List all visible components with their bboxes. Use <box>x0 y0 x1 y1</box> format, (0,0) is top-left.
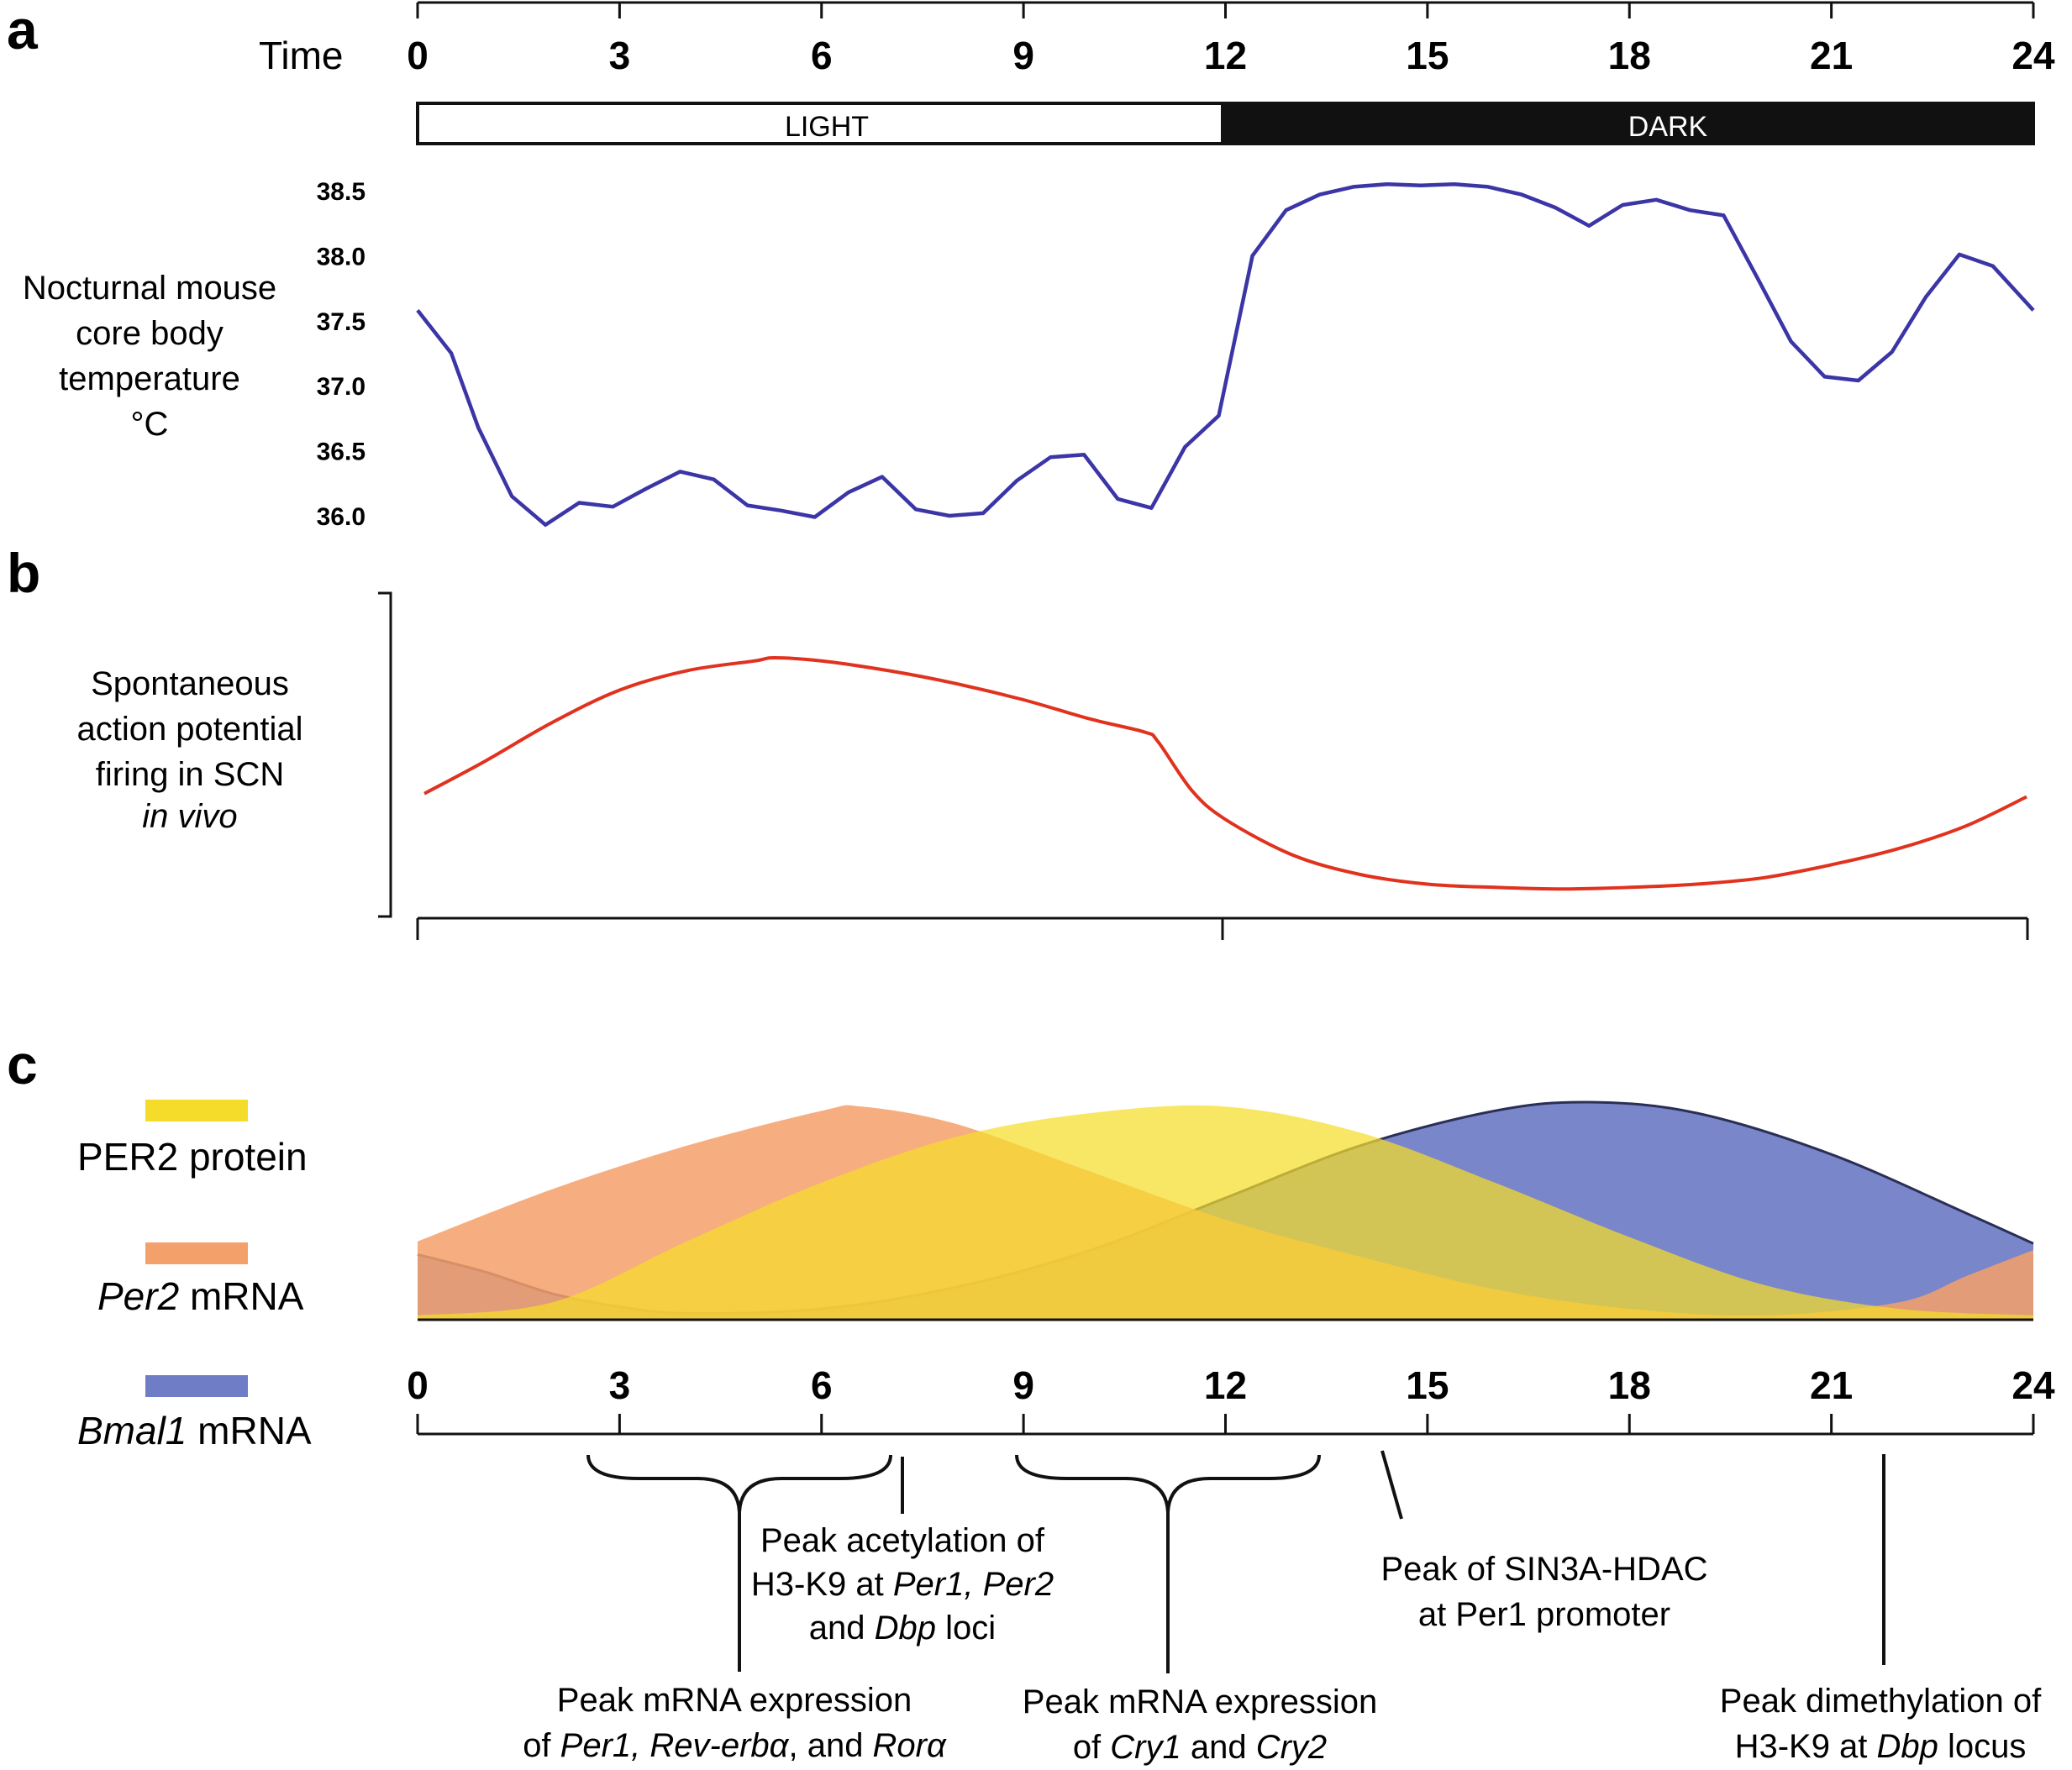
clock-x-tick-label-15: 15 <box>1406 1363 1449 1407</box>
annotation-dimethylation: Peak dimethylation of H3-K9 at Dbp locus <box>1720 1683 2042 1765</box>
annotation-sin3a: Peak of SIN3A-HDAC at Per1 promoter <box>1380 1551 1707 1633</box>
legend-swatch-per2-mrna <box>145 1242 248 1264</box>
ann-acet-3a: and <box>809 1610 875 1647</box>
top-axis-tick-label-15: 15 <box>1406 34 1449 77</box>
clock-x-tick-label-6: 6 <box>811 1363 833 1407</box>
annotation-marks <box>586 1450 1885 1673</box>
ann-cry-2b: Cry1 <box>1110 1729 1181 1766</box>
clock-x-tick-label-18: 18 <box>1608 1363 1651 1407</box>
clock-x-axis <box>416 1414 2035 1436</box>
top-axis-tick-label-3: 3 <box>609 34 631 77</box>
leader-sin3a <box>1380 1450 1403 1520</box>
clock-x-tick-label-21: 21 <box>1810 1363 1853 1407</box>
legend: PER2 protein Per2 mRNA Bmal1 mRNA <box>77 1100 312 1452</box>
temperature-ylabel-line-3: temperature <box>59 360 240 397</box>
annotation-dimethylation-line-2: H3-K9 at Dbp locus <box>1735 1728 2027 1765</box>
top-axis-tick-label-6: 6 <box>811 34 833 77</box>
annotation-acetylation-line-2: H3-K9 at Per1, Per2 <box>751 1566 1054 1603</box>
panel-c-letter: c <box>7 1033 38 1095</box>
firing-ylabel-line-2: action potential <box>76 711 302 748</box>
per2-protein-area <box>418 1105 2033 1320</box>
ann-per1-2d: Rorα <box>873 1727 947 1764</box>
clock-x-tick-label-9: 9 <box>1012 1363 1034 1407</box>
annotation-dimethylation-line-1: Peak dimethylation of <box>1720 1683 2042 1720</box>
temp-y-tick-label-36.5: 36.5 <box>317 439 365 466</box>
legend-label-bmal1-mrna-rest: mRNA <box>187 1409 312 1452</box>
top-axis-tick-label-21: 21 <box>1810 34 1853 77</box>
brace-per1-rev <box>586 1454 892 1513</box>
legend-label-per2-mrna-rest: mRNA <box>179 1274 304 1318</box>
top-axis-tick-label-12: 12 <box>1204 34 1247 77</box>
ann-per1-2b: Per1, Rev-erbα <box>560 1727 790 1764</box>
ann-dimeth-2b: Dbp <box>1877 1728 1938 1765</box>
ann-dimeth-2c: locus <box>1938 1728 2027 1765</box>
clock-x-tick-labels: 0 3 6 9 12 15 18 21 24 <box>407 1363 2055 1407</box>
firing-y-axis <box>378 591 392 918</box>
firing-ylabel-line-4: in vivo <box>142 798 237 835</box>
ann-acet-2b: Per1, Per2 <box>893 1566 1054 1603</box>
legend-label-bmal1-mrna-italic: Bmal1 <box>77 1409 187 1452</box>
ann-per1-2a: of <box>523 1727 560 1764</box>
temp-y-tick-label-37.5: 37.5 <box>317 308 365 336</box>
temp-y-tick-label-36: 36.0 <box>317 503 365 531</box>
annotation-cry-line-1: Peak mRNA expression <box>1023 1683 1377 1720</box>
annotation-per1-rev: Peak mRNA expression of Per1, Rev-erbα, … <box>523 1682 947 1764</box>
temp-y-tick-label-37: 37.0 <box>317 373 365 401</box>
legend-label-per2-mrna: Per2 mRNA <box>97 1274 304 1318</box>
annotation-acetylation: Peak acetylation of H3-K9 at Per1, Per2 … <box>751 1522 1054 1647</box>
temp-y-tick-label-38.5: 38.5 <box>317 178 365 206</box>
ann-dimeth-2a: H3-K9 at <box>1735 1728 1877 1765</box>
top-time-axis: 0 3 6 9 12 15 18 21 24 <box>407 1 2055 77</box>
firing-ylabel-line-1: Spontaneous <box>91 665 289 702</box>
panel-a-letter: a <box>7 0 39 60</box>
firing-series-line <box>423 656 2027 891</box>
ann-per1-2c: , and <box>788 1727 872 1764</box>
annotation-acetylation-line-3: and Dbp loci <box>809 1610 996 1647</box>
clock-x-tick-label-24: 24 <box>2012 1363 2055 1407</box>
dark-band-label: DARK <box>1628 111 1708 143</box>
ann-acet-2a: H3-K9 at <box>751 1566 893 1603</box>
annotation-cry-line-2: of Cry1 and Cry2 <box>1073 1729 1327 1766</box>
panel-b-letter: b <box>7 542 40 604</box>
annotation-acetylation-line-1: Peak acetylation of <box>760 1522 1045 1559</box>
annotation-cry: Peak mRNA expression of Cry1 and Cry2 <box>1023 1683 1377 1766</box>
legend-label-bmal1-mrna: Bmal1 mRNA <box>77 1409 312 1452</box>
top-axis-tick-label-0: 0 <box>407 34 429 77</box>
top-axis-tick-label-9: 9 <box>1012 34 1034 77</box>
clock-x-tick-label-0: 0 <box>407 1363 429 1407</box>
light-band-label: LIGHT <box>785 111 869 143</box>
top-axis-tick-label-24: 24 <box>2012 34 2055 77</box>
firing-x-axis <box>416 917 2029 940</box>
annotation-per1-rev-line-2: of Per1, Rev-erbα, and Rorα <box>523 1727 947 1764</box>
temperature-ylabel-line-1: Nocturnal mouse <box>23 270 276 307</box>
firing-ylabel-line-3: firing in SCN <box>96 756 285 793</box>
ann-cry-2d: Cry2 <box>1256 1729 1327 1766</box>
temperature-ylabel-line-4: °C <box>131 406 169 443</box>
annotation-per1-rev-line-1: Peak mRNA expression <box>557 1682 912 1719</box>
annotation-sin3a-line-2: at Per1 promoter <box>1418 1596 1670 1633</box>
legend-swatch-per2-protein <box>145 1100 248 1121</box>
clock-x-tick-label-3: 3 <box>609 1363 631 1407</box>
temperature-ylabel: Nocturnal mouse core body temperature °C <box>23 270 276 443</box>
ann-cry-2a: of <box>1073 1729 1110 1766</box>
annotation-sin3a-line-1: Peak of SIN3A-HDAC <box>1380 1551 1707 1588</box>
ann-acet-3c: loci <box>936 1610 996 1647</box>
top-axis-tick-label-18: 18 <box>1608 34 1651 77</box>
temperature-series-line <box>416 182 2035 528</box>
brace-cry <box>1015 1454 1321 1513</box>
time-label: Time <box>259 34 344 77</box>
clock-x-tick-label-12: 12 <box>1204 1363 1247 1407</box>
temperature-ylabel-line-2: core body <box>76 315 224 352</box>
ann-cry-2c: and <box>1181 1729 1256 1766</box>
clock-gene-areas <box>417 1100 2034 1320</box>
ann-acet-3b: Dbp <box>875 1610 936 1647</box>
dark-band <box>1221 102 2035 145</box>
legend-swatch-bmal1-mrna <box>145 1375 248 1397</box>
temp-y-tick-label-38: 38.0 <box>317 243 365 270</box>
temperature-y-axis: 36.0 36.5 37.0 37.5 38.0 38.5 <box>317 178 365 531</box>
firing-ylabel: Spontaneous action potential firing in S… <box>76 665 302 835</box>
legend-label-per2-protein: PER2 protein <box>77 1135 308 1179</box>
legend-label-per2-mrna-italic: Per2 <box>97 1274 179 1318</box>
